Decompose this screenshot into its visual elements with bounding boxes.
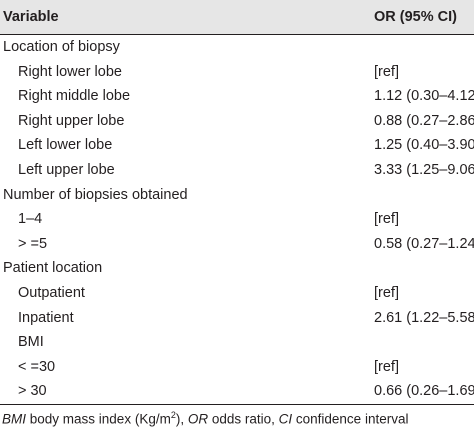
footnote-text: confidence interval [292, 411, 409, 427]
row-label: > =5 [18, 235, 48, 252]
bottom-rule [0, 404, 474, 405]
footnote-abbr: BMI [2, 411, 27, 427]
row-value: 1.12 (0.30–4.12) [374, 88, 474, 105]
row-value: [ref] [374, 285, 399, 301]
row-value: 0.88 (0.27–2.86) [374, 112, 474, 129]
header-variable: Variable [3, 9, 59, 25]
row-label: BMI [18, 334, 44, 351]
footnote: BMI body mass index (Kg/m2), OR odds rat… [2, 410, 408, 427]
footnote-sup: 2 [170, 410, 176, 420]
row-value: [ref] [374, 358, 399, 375]
footnote-text: body mass index (Kg/m [26, 411, 171, 427]
row-value: 2.61 (1.22–5.58) [374, 309, 474, 326]
row-label: Outpatient [18, 285, 85, 301]
row-label: < =30 [18, 358, 56, 375]
row-value: 0.66 (0.26–1.69) [374, 383, 474, 400]
group-label: Location of biopsy [3, 39, 120, 55]
row-value: 0.58 (0.27–1.24) [374, 235, 474, 252]
row-label: Right upper lobe [18, 112, 125, 129]
row-value: 1.25 (0.40–3.90) [374, 137, 474, 154]
row-label: 1–4 [18, 211, 43, 228]
group-label: Patient location [3, 260, 103, 277]
row-label: > 30 [18, 383, 47, 400]
footnote-text: odds ratio, [208, 411, 279, 427]
footnote-abbr: CI [278, 411, 293, 427]
row-label: Inpatient [18, 309, 74, 326]
footnote-abbr: OR [187, 411, 209, 427]
row-label: Left lower lobe [18, 137, 113, 154]
footnote-text: ), [175, 411, 188, 427]
row-label: Right lower lobe [18, 63, 122, 80]
row-label: Left upper lobe [18, 162, 115, 178]
row-value: 3.33 (1.25–9.06) [374, 162, 474, 178]
header-or: OR (95% CI) [374, 9, 457, 25]
header-row: Variable OR (95% CI) [0, 0, 474, 35]
group-label: Number of biopsies obtained [3, 186, 188, 203]
row-label: Right middle lobe [18, 88, 131, 105]
row-value: [ref] [374, 63, 399, 80]
row-value: [ref] [374, 211, 399, 228]
